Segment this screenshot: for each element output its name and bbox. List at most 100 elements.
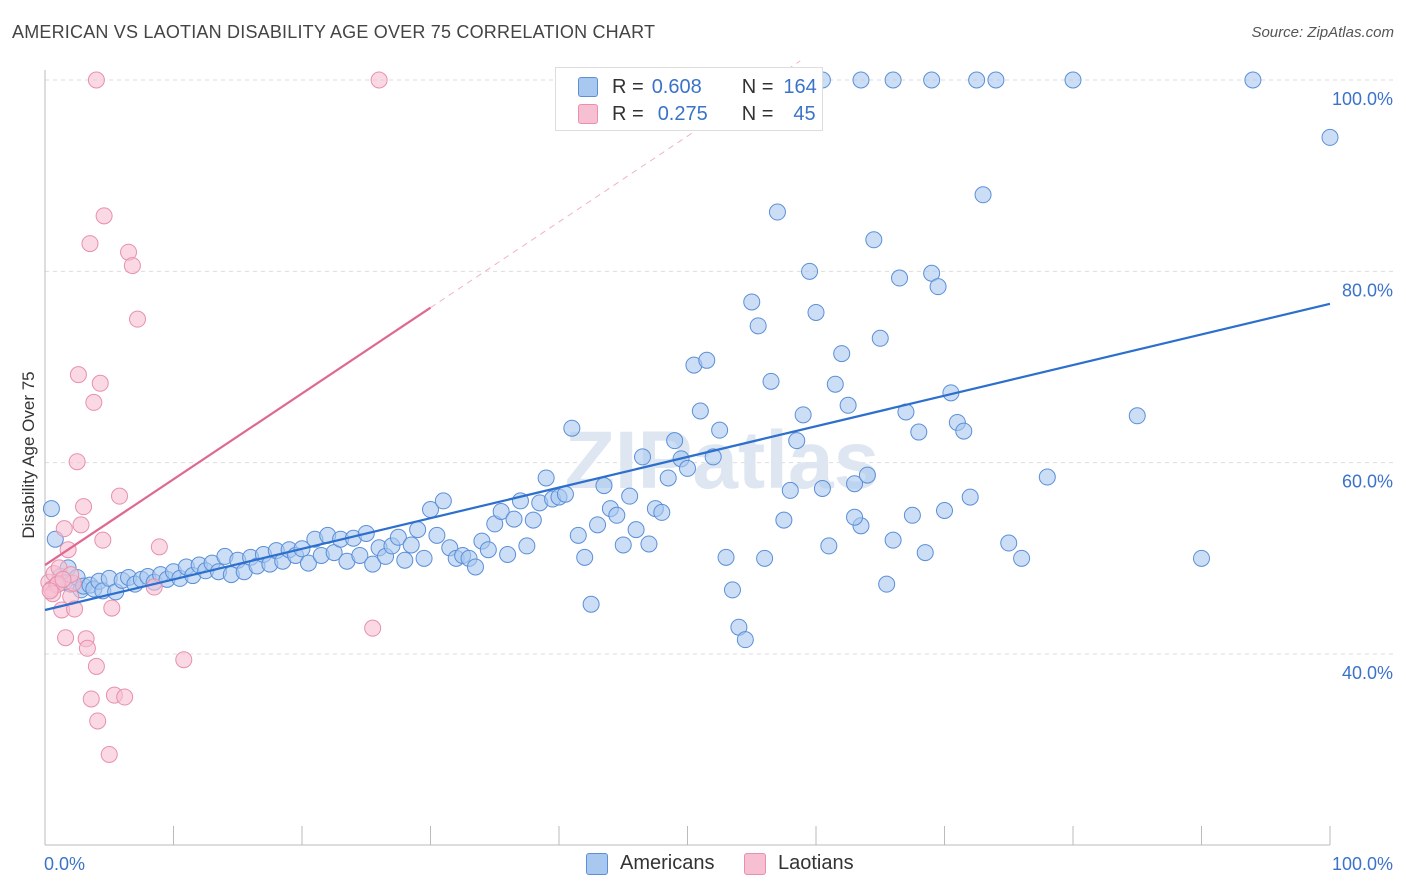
american-point [492, 502, 510, 520]
american-point [968, 71, 986, 89]
american-point [775, 511, 793, 529]
american-point [479, 541, 497, 559]
y-tick-label: 40.0% [1342, 663, 1393, 683]
american-point [653, 503, 671, 521]
laotians-legend-swatch [744, 852, 766, 875]
american-point [839, 396, 857, 414]
laotians-r-value: 0.275 [657, 102, 708, 125]
american-point [961, 488, 979, 506]
laotian-point [150, 538, 168, 556]
american-point [711, 421, 729, 439]
laotian-point [145, 578, 163, 596]
americans-n-label: N = [741, 75, 774, 98]
y-tick-label: 100.0% [1332, 89, 1393, 109]
laotian-point [87, 657, 105, 675]
american-point [1244, 71, 1262, 89]
laotian-point [129, 310, 147, 328]
american-point [871, 329, 889, 347]
american-point [736, 631, 754, 649]
laotians-swatch [578, 104, 598, 124]
american-point [351, 546, 369, 564]
source-label: Source: ZipAtlas.com [1251, 24, 1394, 41]
american-point [820, 537, 838, 555]
american-point [884, 531, 902, 549]
american-point [884, 71, 902, 89]
americans-trendline [44, 302, 1331, 612]
laotian-point [75, 498, 93, 516]
stats-legend: R = 0.608 N = 164 R = 0.275 N = 45 [555, 67, 823, 131]
american-point [402, 536, 420, 554]
american-point [589, 516, 607, 534]
laotian-point [123, 257, 141, 275]
legend-item-laotians: Laotians [744, 852, 854, 875]
x-tick-label-max: 100.0% [1332, 854, 1393, 874]
american-point [621, 487, 639, 505]
american-point [801, 262, 819, 280]
american-point [749, 317, 767, 335]
american-point [608, 506, 626, 524]
american-point [865, 231, 883, 249]
american-point [846, 508, 864, 526]
laotian-point [85, 393, 103, 411]
americans-swatch [578, 77, 598, 97]
american-point [659, 469, 677, 487]
american-point [679, 459, 696, 477]
american-point [1064, 71, 1082, 89]
american-point [499, 546, 517, 564]
laotian-point [116, 688, 134, 706]
american-point [955, 422, 973, 440]
american-point [1000, 534, 1018, 552]
american-point [556, 485, 574, 503]
american-point [569, 526, 587, 544]
american-point [563, 419, 581, 437]
american-point [428, 526, 446, 544]
american-point [1193, 549, 1210, 567]
americans-legend-swatch [586, 852, 608, 875]
laotian-point [100, 745, 118, 763]
legend-item-americans: Americans [586, 852, 714, 875]
laotian-point [82, 690, 100, 708]
american-point [717, 548, 735, 566]
american-point [781, 481, 799, 499]
laotian-point [41, 582, 59, 600]
y-tick-label: 80.0% [1342, 280, 1393, 300]
american-point [788, 432, 806, 450]
american-point [903, 506, 921, 524]
american-point [409, 521, 427, 539]
laotian-point [111, 487, 129, 505]
laotian-point [81, 235, 99, 253]
american-point [537, 469, 555, 487]
american-point [640, 535, 658, 553]
laotian-point [89, 712, 107, 730]
american-point [704, 448, 722, 466]
laotian-point [72, 516, 90, 534]
american-point [833, 345, 851, 363]
american-point [595, 477, 613, 495]
american-point [524, 511, 542, 529]
laotian-point [66, 600, 84, 618]
american-point [974, 186, 992, 204]
american-point [891, 269, 909, 287]
laotian-point [364, 619, 382, 637]
american-point [826, 375, 844, 393]
american-point [916, 544, 934, 562]
american-point [396, 551, 414, 569]
american-point [666, 432, 684, 450]
american-point [807, 303, 825, 321]
american-point [299, 554, 317, 572]
laotian-point [91, 374, 109, 392]
american-point [466, 558, 484, 576]
american-point [923, 71, 941, 89]
laotian-point [78, 639, 96, 657]
american-point [576, 548, 594, 566]
y-axis-label: Disability Age Over 75 [19, 371, 38, 538]
laotian-point [103, 599, 121, 617]
chart-title: AMERICAN VS LAOTIAN DISABILITY AGE OVER … [12, 22, 656, 42]
laotians-r-label: R = [612, 102, 644, 125]
american-point [505, 510, 523, 528]
americans-legend-label: Americans [620, 852, 715, 874]
american-point [582, 595, 600, 613]
american-point [698, 351, 716, 369]
legend-row-americans: R = 0.608 N = 164 [578, 74, 817, 100]
